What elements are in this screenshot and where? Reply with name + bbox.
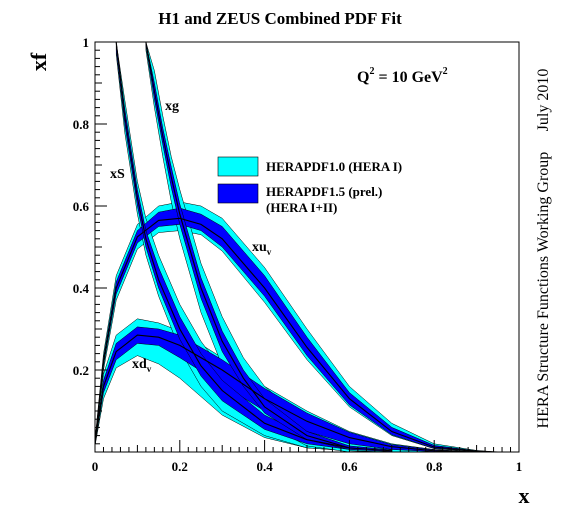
label-xg: xg bbox=[165, 99, 179, 114]
x-tick-label: 0 bbox=[92, 459, 99, 474]
y-axis-title: xf bbox=[26, 52, 51, 71]
legend-swatch-hera15 bbox=[217, 183, 259, 204]
side-text-group: HERA Structure Functions Working Group bbox=[535, 152, 552, 429]
x-tick-label: 0.8 bbox=[426, 459, 443, 474]
axis-ticks: 0 0.2 0.4 0.6 0.8 1 0.2 0.4 0.6 0.8 1 bbox=[73, 35, 523, 474]
x-tick-label: 0.4 bbox=[256, 459, 273, 474]
y-tick-label: 0.4 bbox=[73, 281, 90, 296]
legend-label-hera15: HERAPDF1.5 (prel.) bbox=[266, 184, 382, 199]
x-tick-label: 0.2 bbox=[172, 459, 188, 474]
legend: HERAPDF1.0 (HERA I) HERAPDF1.5 (prel.) (… bbox=[217, 156, 402, 215]
x-tick-label: 0.6 bbox=[341, 459, 358, 474]
side-text-date: July 2010 bbox=[535, 69, 552, 132]
y-tick-label: 0.6 bbox=[73, 199, 90, 214]
legend-swatch-hera1 bbox=[217, 156, 259, 177]
pdf-bands bbox=[95, 42, 498, 452]
central-line-xuv bbox=[95, 217, 498, 452]
y-tick-label: 0.8 bbox=[73, 117, 90, 132]
label-xuv: xuv bbox=[252, 240, 272, 257]
central-line-xg bbox=[145, 42, 350, 449]
y-tick-label: 0.2 bbox=[73, 363, 89, 378]
legend-label-hera1: HERAPDF1.0 (HERA I) bbox=[266, 159, 402, 174]
x-axis-title: x bbox=[519, 483, 530, 508]
chart-title: H1 and ZEUS Combined PDF Fit bbox=[158, 9, 402, 28]
label-xs: xS bbox=[110, 167, 125, 182]
central-line-xS bbox=[115, 42, 392, 452]
y-tick-label: 1 bbox=[83, 35, 90, 50]
x-tick-label: 1 bbox=[516, 459, 523, 474]
legend-label-hera15-line2: (HERA I+II) bbox=[266, 200, 337, 215]
q2-annotation: Q2 = 10 GeV2 bbox=[357, 66, 448, 86]
label-xdv: xdv bbox=[132, 357, 152, 374]
